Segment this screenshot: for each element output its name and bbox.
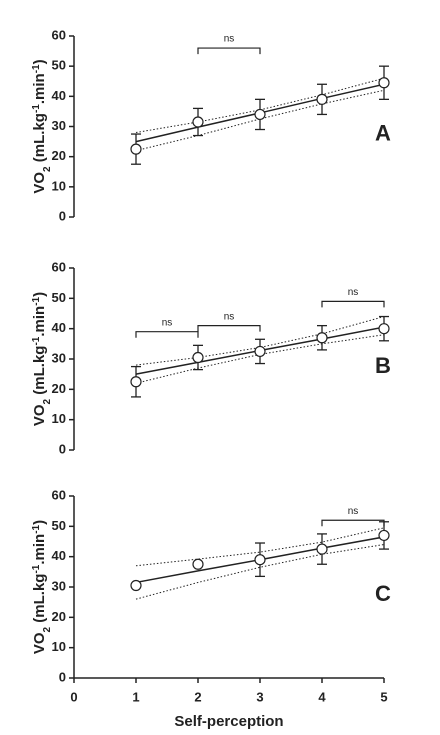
y-tick-label: 40: [52, 320, 66, 335]
point: [192, 116, 204, 128]
y-tick-label: 40: [52, 548, 66, 563]
x-tick-label: 4: [318, 689, 326, 704]
bracket: [321, 300, 385, 308]
x-tick-label: 1: [132, 689, 139, 704]
y-label-part: VO: [31, 632, 48, 654]
point: [378, 77, 390, 89]
y-label-part: 2: [42, 166, 53, 172]
y-label-part: VO: [31, 172, 48, 194]
y-label-part: .min: [31, 306, 48, 337]
confidence-band: [135, 316, 385, 366]
y-tick-label: 40: [52, 88, 66, 103]
y-tick-label: 30: [52, 118, 66, 133]
bracket-label: ns: [348, 287, 359, 298]
bracket: [321, 519, 385, 527]
y-tick-label: 30: [52, 350, 66, 365]
point: [316, 543, 328, 555]
point: [316, 93, 328, 105]
y-label-part: .min: [31, 73, 48, 104]
y-axis-label: VO2 (mL.kg-1.min-1): [31, 59, 53, 193]
point: [192, 351, 204, 364]
point: [378, 529, 390, 542]
y-label-part: (mL.kg: [31, 113, 48, 166]
y-label-part: -1: [31, 64, 42, 73]
y-label-part: ): [31, 59, 48, 64]
point: [130, 376, 142, 388]
x-axis-label: Self-perception: [174, 713, 283, 730]
point: [130, 579, 142, 592]
confidence-band: [135, 544, 385, 600]
point: [378, 323, 390, 335]
y-tick-label: 30: [52, 578, 66, 593]
y-label-part: ): [31, 520, 48, 525]
point: [254, 108, 266, 121]
y-tick-label: 50: [52, 290, 66, 305]
point: [254, 345, 266, 358]
y-tick-label: 60: [52, 259, 66, 274]
point: [192, 558, 204, 570]
bracket: [135, 331, 199, 338]
y-label-part: -1: [31, 524, 42, 533]
y-tick-label: 0: [59, 669, 66, 684]
y-tick-label: 20: [52, 148, 66, 163]
y-tick-label: 10: [52, 411, 66, 426]
x-tick-label: 2: [194, 689, 201, 704]
y-tick-label: 20: [52, 381, 66, 396]
y-axis-label: VO2 (mL.kg-1.min-1): [31, 292, 53, 426]
panel-label: A: [375, 120, 391, 145]
panel-label: B: [375, 353, 391, 378]
x-tick-label: 5: [380, 689, 387, 704]
y-label-part: (mL.kg: [31, 574, 48, 627]
y-tick-label: 0: [59, 208, 66, 223]
y-label-part: ): [31, 292, 48, 297]
confidence-band: [135, 89, 385, 152]
x-tick-label: 0: [70, 689, 77, 704]
y-label-part: .min: [31, 534, 48, 565]
y-tick-label: 10: [52, 178, 66, 193]
y-label-part: -1: [31, 564, 42, 573]
point: [254, 554, 266, 566]
x-tick-label: 3: [256, 689, 263, 704]
y-tick-label: 60: [52, 487, 66, 502]
bracket-label: ns: [348, 506, 359, 517]
y-label-part: 2: [42, 626, 53, 632]
y-tick-label: 20: [52, 609, 66, 624]
point: [316, 332, 328, 344]
y-label-part: -1: [31, 296, 42, 305]
y-label-part: (mL.kg: [31, 346, 48, 399]
bracket-label: ns: [162, 317, 173, 328]
y-label-part: VO: [31, 404, 48, 426]
y-label-part: -1: [31, 336, 42, 345]
bracket-label: ns: [224, 34, 235, 45]
bracket: [197, 325, 261, 332]
y-tick-label: 10: [52, 639, 66, 654]
y-tick-label: 60: [52, 27, 66, 42]
y-tick-label: 50: [52, 58, 66, 73]
y-tick-label: 50: [52, 518, 66, 533]
panel-label: C: [375, 581, 391, 606]
y-axis-label: VO2 (mL.kg-1.min-1): [31, 520, 53, 654]
bracket-label: ns: [224, 311, 235, 322]
bracket: [197, 47, 261, 55]
y-label-part: -1: [31, 104, 42, 113]
y-tick-label: 0: [59, 441, 66, 456]
point: [130, 143, 142, 155]
y-label-part: 2: [42, 398, 53, 404]
